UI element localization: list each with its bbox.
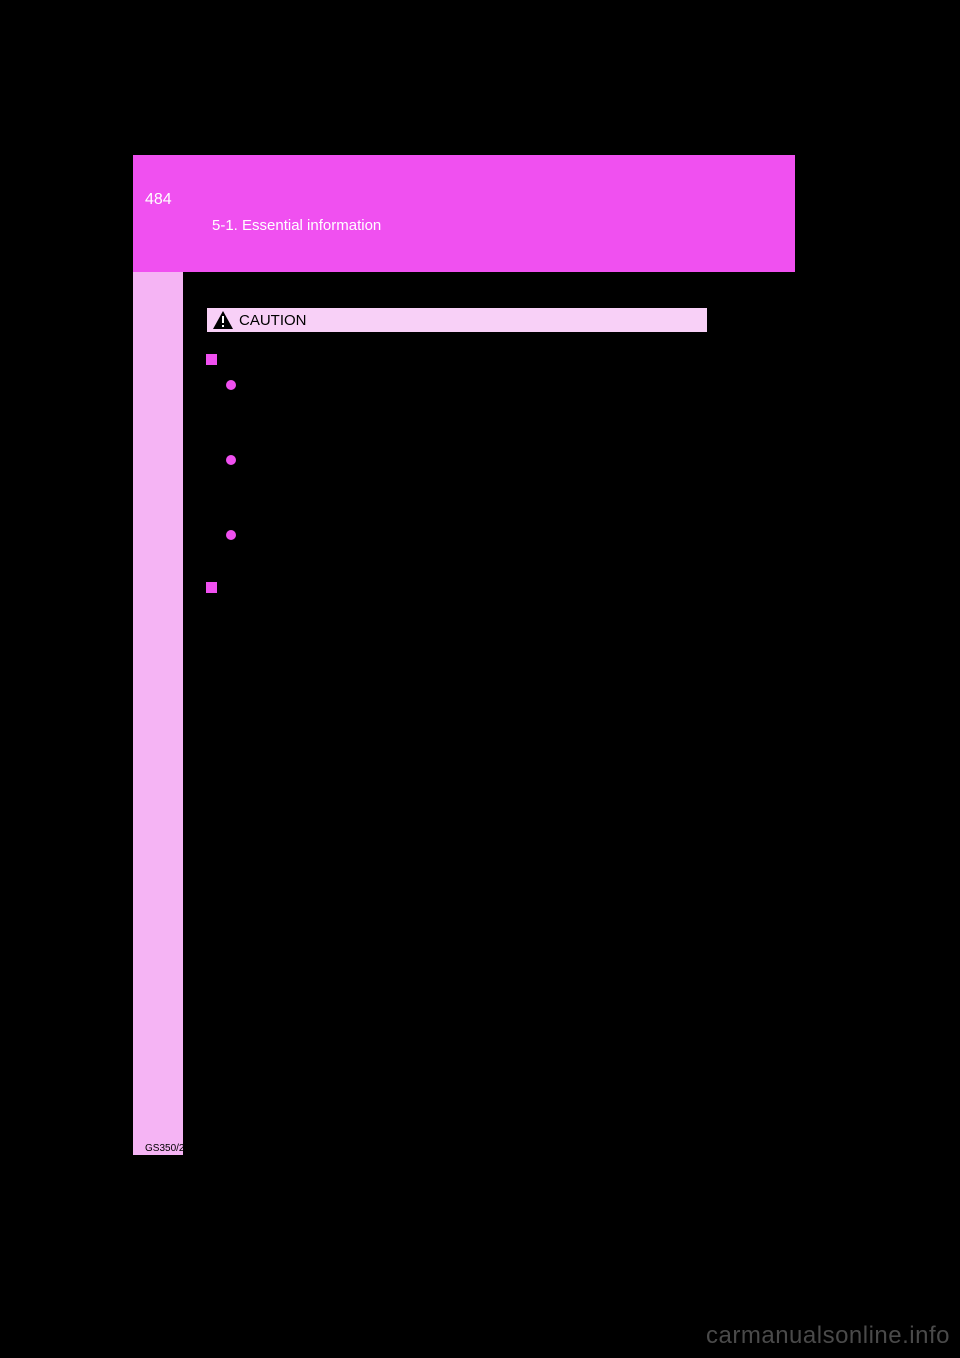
section-title: 5-1. Essential information xyxy=(212,217,381,234)
footer-code: GS350/250_EE (OM30C36E) xyxy=(145,1143,276,1154)
watermark: carmanualsonline.info xyxy=(706,1322,950,1350)
warning-triangle-icon xyxy=(213,311,233,329)
bullet-item: Do not turn off the engine if the engine… xyxy=(226,526,708,568)
side-accent-bar xyxy=(133,272,183,1155)
square-bullet-icon xyxy=(206,354,217,365)
caution-box: CAUTION xyxy=(206,307,708,333)
page-number: 484 xyxy=(145,191,172,209)
square-bullet-icon xyxy=(206,582,217,593)
caution-label: CAUTION xyxy=(239,312,307,329)
circle-bullet-icon xyxy=(226,380,236,390)
bullet-item: When the engine is off the power assist … xyxy=(226,451,708,514)
circle-bullet-icon xyxy=(226,455,236,465)
bullet-text: When the engine is off the power assist … xyxy=(246,451,708,514)
content-body: While towing When towing using a cable, … xyxy=(206,341,708,656)
paragraph-text: Make sure that the towing eyelet is inst… xyxy=(226,604,708,646)
section-heading: While towing xyxy=(206,351,708,366)
manual-page: 484 5-1. Essential information CAUTION W… xyxy=(133,155,795,1155)
bullet-text: Do not turn off the engine if the engine… xyxy=(246,526,708,568)
section-heading: Installing a towing eyelet to the vehicl… xyxy=(206,579,708,594)
bullet-text: When towing using a cable, avoid sudden … xyxy=(246,376,708,439)
header-bar: 484 5-1. Essential information xyxy=(133,155,795,272)
bullet-item: When towing using a cable, avoid sudden … xyxy=(226,376,708,439)
section-heading-text: Installing a towing eyelet to the vehicl… xyxy=(227,579,457,594)
circle-bullet-icon xyxy=(226,530,236,540)
section-heading-text: While towing xyxy=(227,351,304,366)
